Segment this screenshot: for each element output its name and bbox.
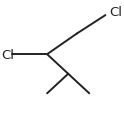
Text: Cl: Cl <box>109 6 122 19</box>
Text: Cl: Cl <box>1 48 14 61</box>
